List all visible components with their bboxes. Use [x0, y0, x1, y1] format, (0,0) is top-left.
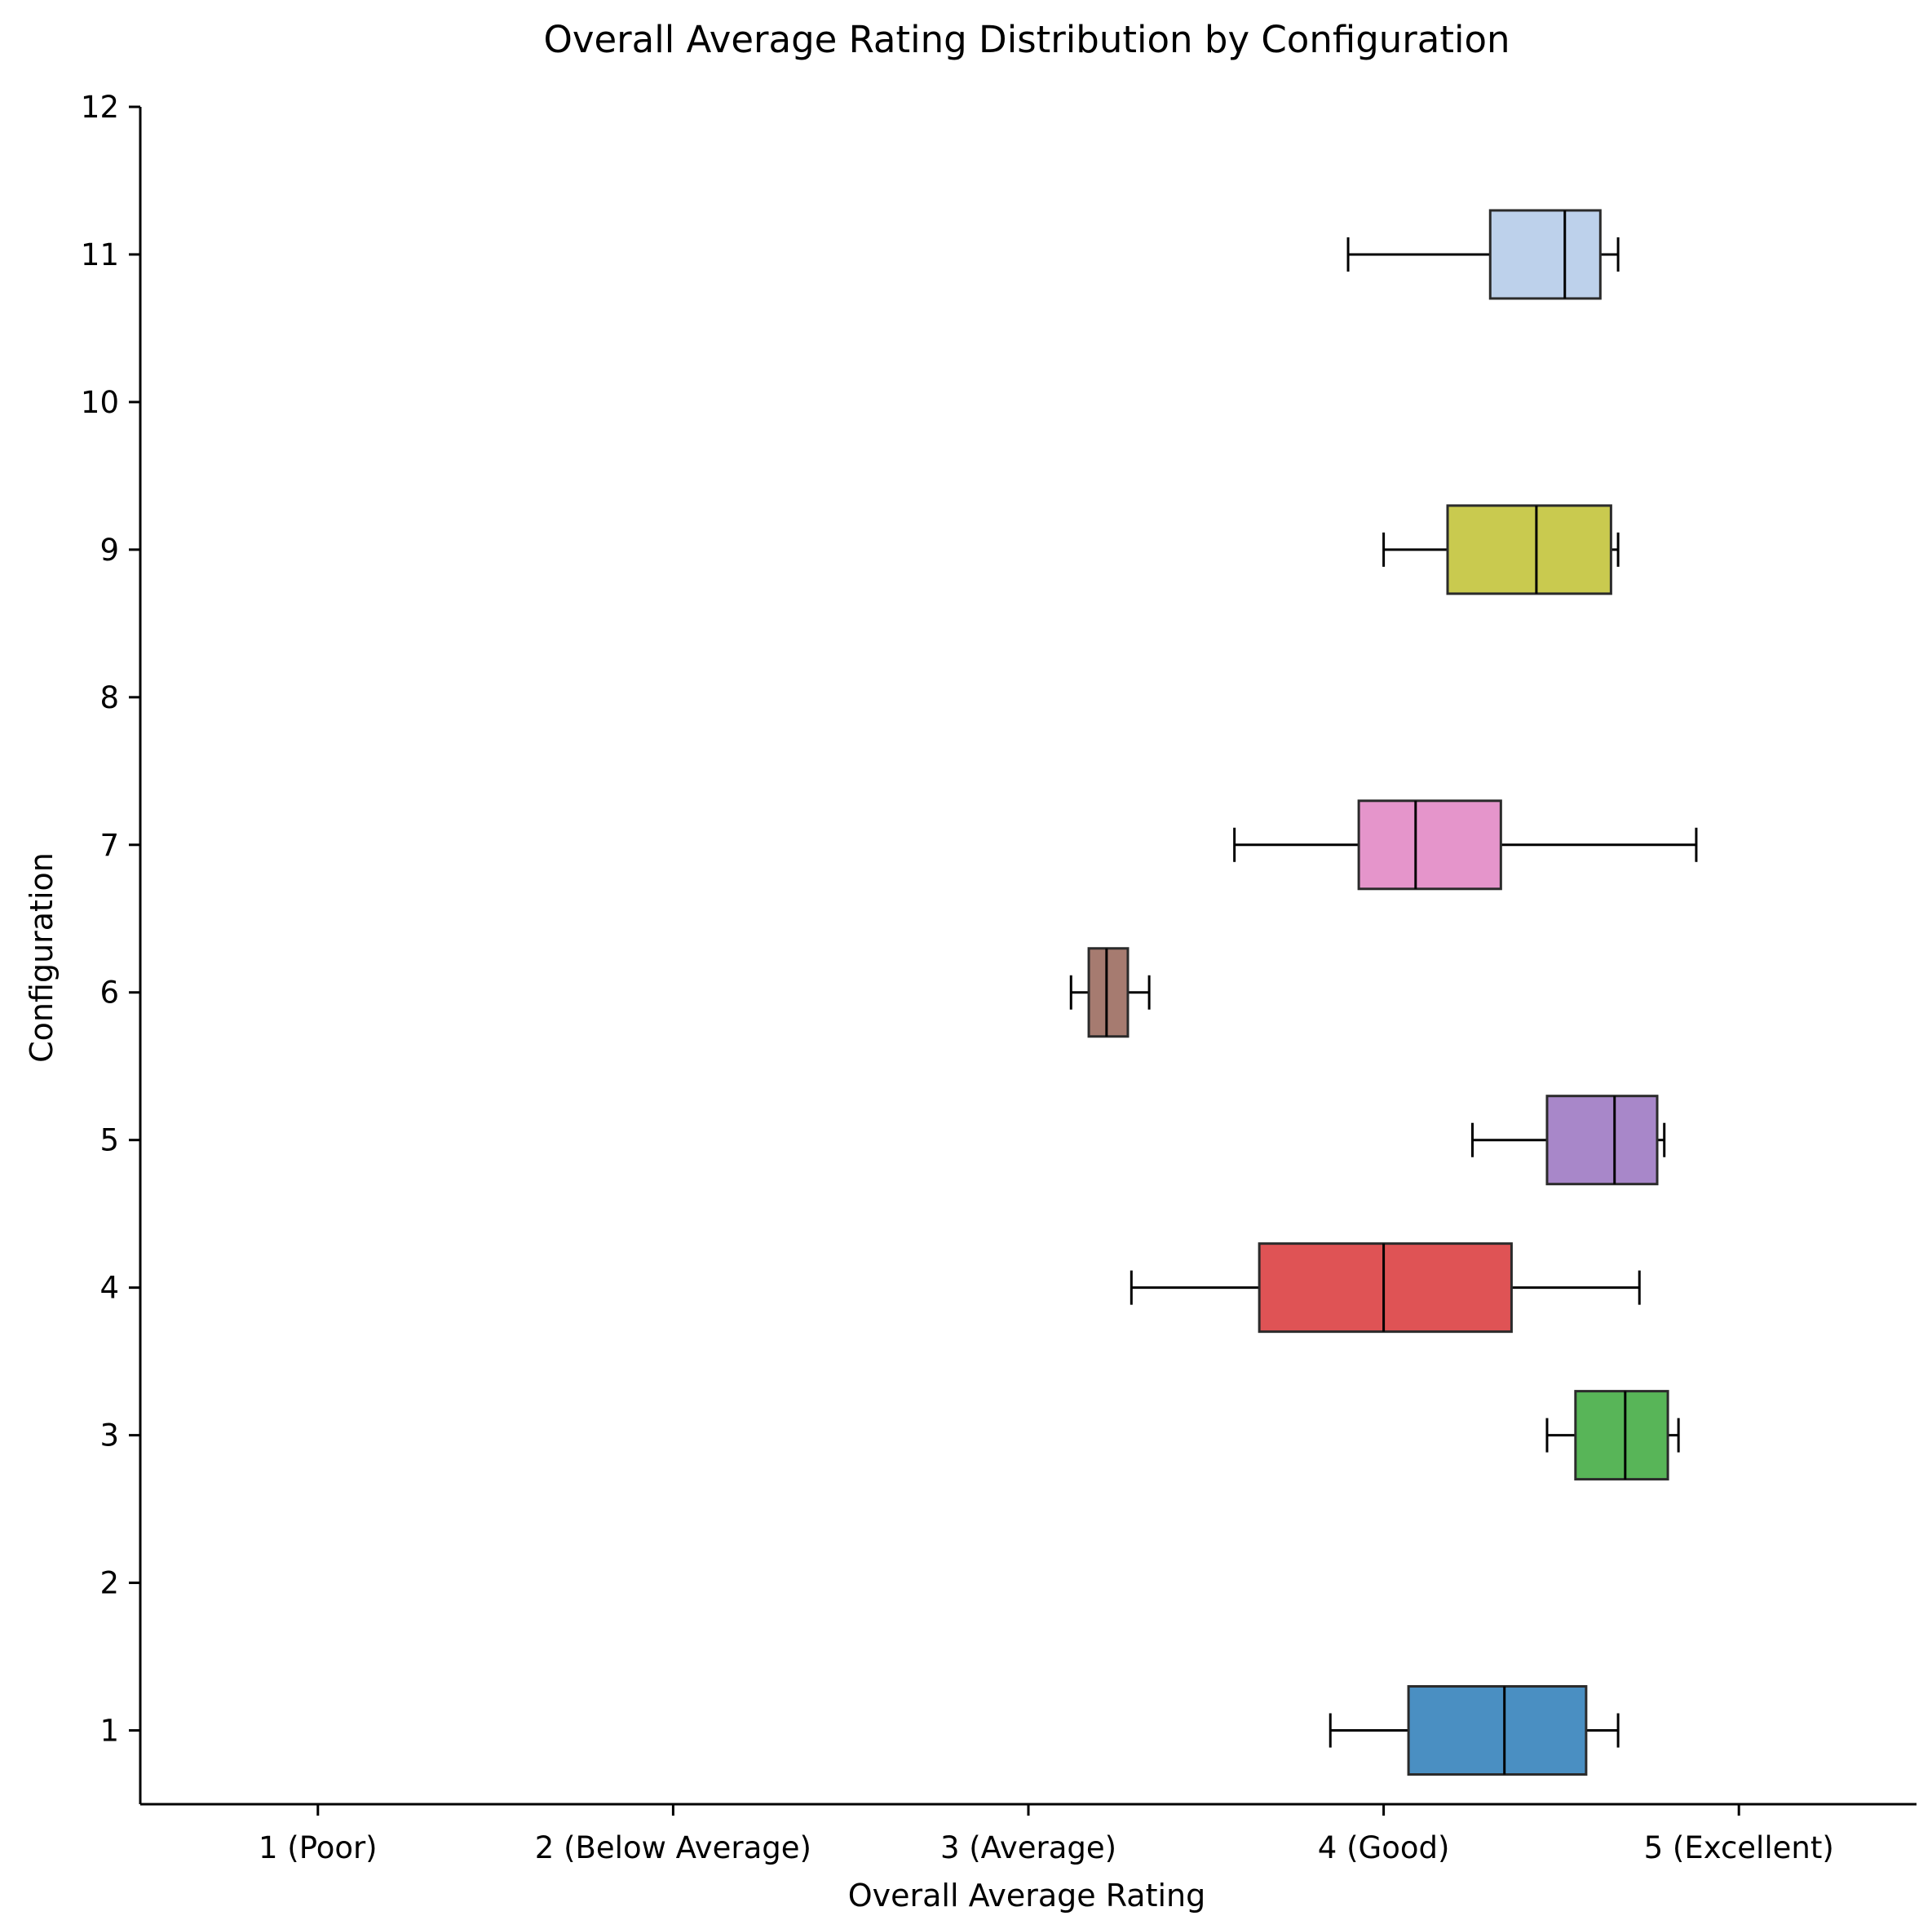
- box-config-1: [1329, 1685, 1620, 1776]
- iqr-box: [1545, 1095, 1659, 1186]
- x-tick-label: 2 (Below Average): [535, 1830, 811, 1865]
- x-tick-label: 4 (Good): [1318, 1830, 1450, 1865]
- box-config-7: [1233, 799, 1698, 891]
- y-tick-label: 4: [99, 1271, 119, 1306]
- x-tick-label: 5 (Excellent): [1644, 1830, 1834, 1865]
- iqr-box: [1258, 1242, 1513, 1334]
- y-axis-label: Configuration: [24, 852, 60, 1063]
- box-config-3: [1545, 1390, 1680, 1481]
- x-tick-label: 1 (Poor): [259, 1830, 378, 1865]
- y-tick-label: 9: [99, 533, 119, 568]
- box-config-9: [1382, 504, 1620, 595]
- x-ticks: 1 (Poor) 2 (Below Average) 3 (Average) 4 (G…: [259, 1804, 1834, 1865]
- y-tick-label: 3: [99, 1418, 119, 1453]
- y-tick-label: 12: [81, 90, 119, 125]
- y-tick-label: 10: [81, 385, 119, 420]
- iqr-box: [1574, 1390, 1669, 1481]
- box-config-11: [1346, 209, 1620, 300]
- y-tick-label: 7: [99, 828, 119, 863]
- y-tick-label: 11: [81, 237, 119, 272]
- iqr-box: [1446, 504, 1612, 595]
- box-config-4: [1130, 1242, 1641, 1334]
- chart-title: Overall Average Rating Distribution by C…: [543, 18, 1510, 61]
- iqr-box: [1488, 209, 1602, 300]
- y-tick-label: 2: [99, 1566, 119, 1601]
- y-tick-label: 8: [99, 680, 119, 715]
- x-axis-label: Overall Average Rating: [848, 1878, 1206, 1914]
- iqr-box: [1357, 799, 1502, 891]
- y-tick-label: 1: [99, 1714, 119, 1749]
- iqr-box: [1087, 947, 1130, 1038]
- iqr-box: [1407, 1685, 1588, 1776]
- plot-area: [1069, 209, 1698, 1776]
- y-tick-label: 6: [99, 976, 119, 1011]
- y-tick-label: 5: [99, 1123, 119, 1158]
- box-config-6: [1069, 947, 1151, 1038]
- box-config-5: [1471, 1095, 1666, 1186]
- x-tick-label: 3 (Average): [940, 1830, 1116, 1865]
